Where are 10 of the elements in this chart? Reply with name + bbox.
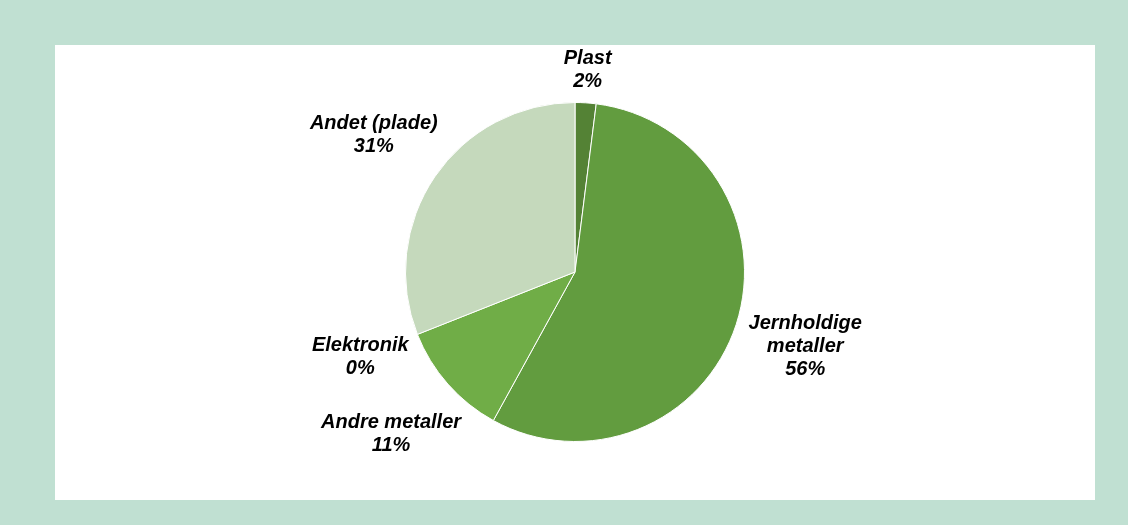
slice-label: Andre metaller <box>320 410 463 433</box>
data-label: 31% <box>353 134 395 157</box>
data-label: 56% <box>785 357 826 380</box>
slice-label: Andet (plade) <box>308 111 439 134</box>
category-label: Elektronik <box>311 333 409 356</box>
text: 0% <box>345 356 375 379</box>
slice-label: Jernholdige metaller <box>748 311 862 357</box>
slice-label: Plast <box>563 46 613 69</box>
data-label: 11% <box>371 433 411 456</box>
data-label: 2% <box>572 69 603 92</box>
